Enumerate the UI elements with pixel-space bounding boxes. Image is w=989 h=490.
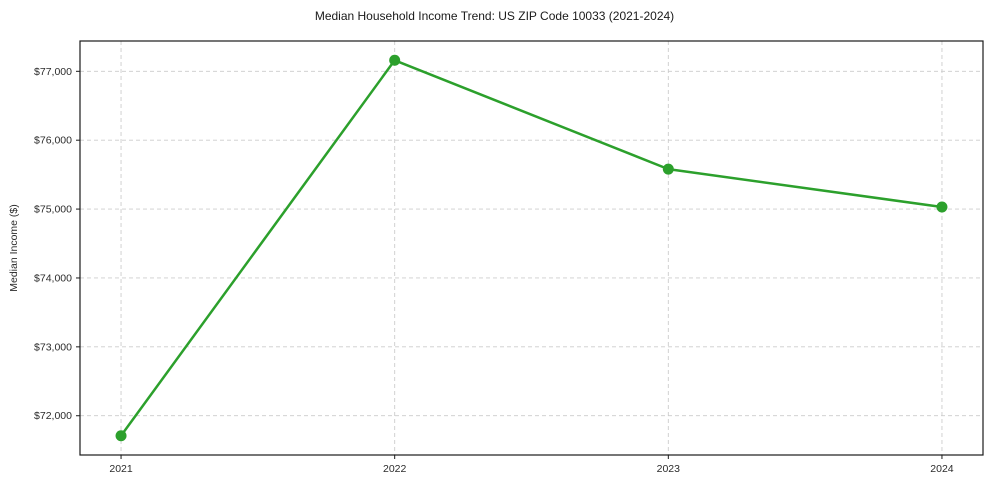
data-point-marker [662, 163, 674, 175]
income-trend-line [119, 59, 944, 437]
data-point-marker [115, 430, 127, 442]
x-tick-label: 2022 [383, 463, 407, 475]
plot-border [79, 40, 984, 456]
y-tick-label: $77,000 [34, 66, 72, 78]
x-tick-label: 2023 [657, 463, 681, 475]
y-tick-label: $74,000 [34, 272, 72, 284]
data-point-marker [936, 201, 948, 213]
y-tick-label: $75,000 [34, 204, 72, 216]
data-point-marker [389, 54, 401, 66]
y-tick-label: $72,000 [34, 410, 72, 422]
x-tick-label: 2021 [109, 463, 133, 475]
chart-title: Median Household Income Trend: US ZIP Co… [314, 9, 675, 23]
y-tick-label: $73,000 [34, 341, 72, 353]
y-tick-label: $76,000 [34, 135, 72, 147]
x-tick-label: 2024 [930, 463, 954, 475]
